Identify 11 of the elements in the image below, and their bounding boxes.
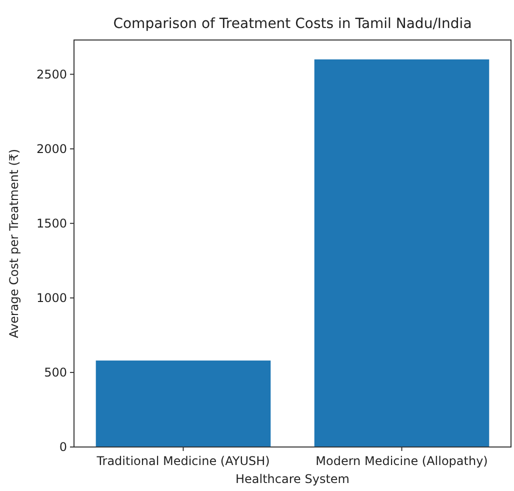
chart-title: Comparison of Treatment Costs in Tamil Nadu/India bbox=[113, 16, 472, 32]
y-tick-label: 500 bbox=[44, 366, 67, 380]
y-axis-title: Average Cost per Treatment (₹) bbox=[7, 148, 21, 338]
y-tick-label: 2500 bbox=[36, 67, 67, 82]
x-tick-label: Traditional Medicine (AYUSH) bbox=[96, 454, 270, 468]
x-tick-label: Modern Medicine (Allopathy) bbox=[316, 454, 488, 468]
y-tick-label: 0 bbox=[59, 440, 67, 454]
y-tick-label: 2000 bbox=[36, 142, 67, 156]
y-tick-label: 1500 bbox=[36, 216, 67, 231]
x-axis-title: Healthcare System bbox=[236, 472, 350, 486]
y-tick-label: 1000 bbox=[36, 291, 67, 306]
